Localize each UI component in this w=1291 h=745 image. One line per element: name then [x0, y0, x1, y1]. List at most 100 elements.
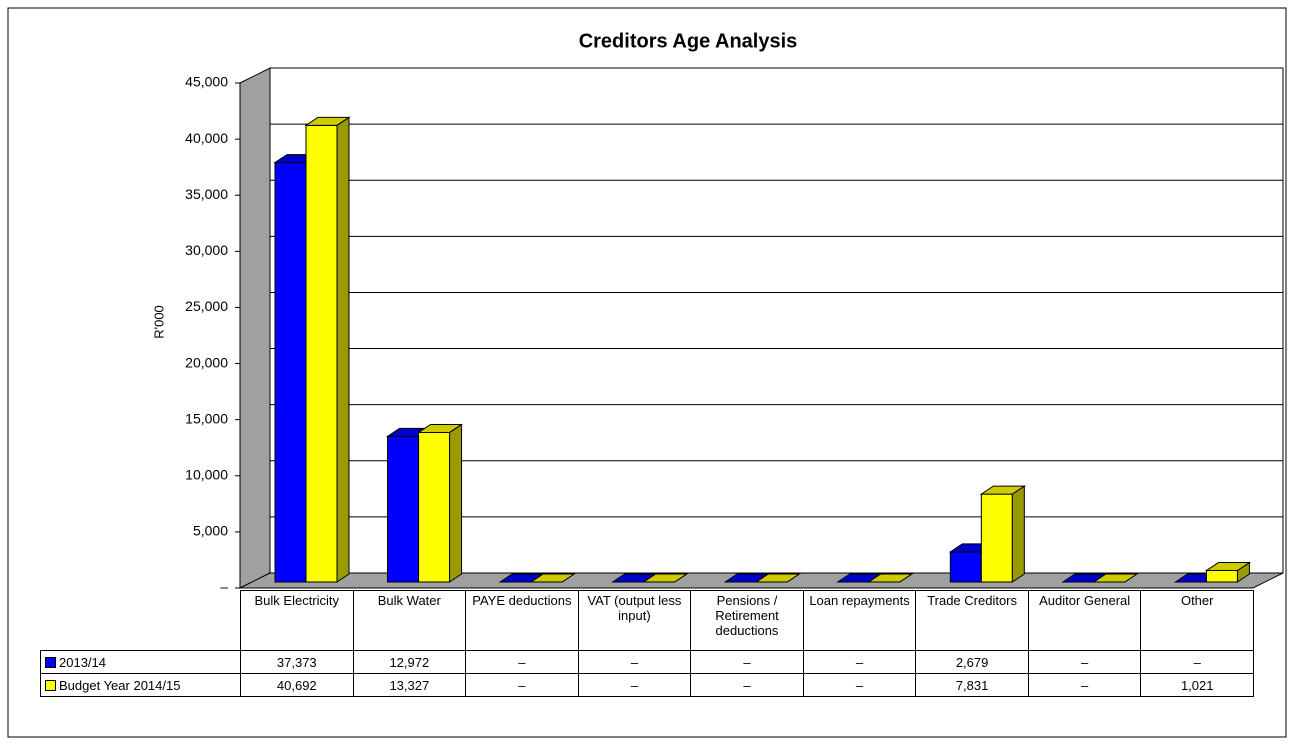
- cell-text: 37,373: [276, 654, 317, 670]
- side-wall: [239, 67, 271, 589]
- bar-top: [867, 573, 914, 583]
- y-tick-label: 45,000: [185, 74, 228, 90]
- bar-front: [305, 124, 338, 583]
- cell-text: –: [518, 654, 526, 670]
- table-header-cell: Trade Creditors: [915, 590, 1029, 651]
- table-value-cell: –: [690, 650, 804, 674]
- table-value-cell: –: [465, 673, 579, 697]
- bar-top: [1092, 573, 1139, 583]
- table-header-cell: PAYE deductions: [465, 590, 579, 651]
- cell-text: –: [743, 677, 751, 693]
- table-header-cell: Bulk Electricity: [240, 590, 354, 651]
- legend-entry: Budget Year 2014/15: [40, 673, 241, 697]
- cell-text: –: [855, 654, 864, 670]
- table-value-cell: 1,021: [1140, 673, 1254, 697]
- bar-top: [529, 573, 576, 583]
- y-axis-title: R'000: [151, 305, 166, 339]
- bar-top: [642, 573, 689, 583]
- legend-entry: 2013/14: [40, 650, 241, 674]
- cell-text: Bulk Water: [377, 593, 441, 608]
- legend-label: 2013/14: [59, 654, 106, 670]
- table-header-cell: Loan repayments: [802, 590, 917, 651]
- table-header-cell: Auditor General: [1027, 590, 1142, 651]
- chart-frame: [7, 7, 1287, 738]
- cell-text: –: [1081, 654, 1089, 670]
- cell-text: Other: [1180, 593, 1214, 608]
- table-value-cell: 7,831: [915, 673, 1029, 697]
- bar-top: [416, 423, 464, 433]
- chart-title: Creditors Age Analysis: [579, 30, 798, 52]
- table-value-cell: –: [577, 650, 692, 674]
- bar: [304, 116, 351, 583]
- cell-text: 40,692: [276, 677, 317, 693]
- cell-text: Loan repayments: [809, 593, 910, 608]
- cell-text: Pensions / Retirement deductions: [715, 593, 779, 638]
- bar-top: [754, 573, 801, 583]
- cell-text: 7,831: [955, 677, 989, 693]
- bar: [529, 573, 576, 583]
- bar: [1204, 561, 1252, 583]
- cell-text: Auditor General: [1039, 593, 1131, 608]
- bar-front: [418, 431, 451, 583]
- cell-text: –: [518, 677, 526, 693]
- y-tick-label: 40,000: [185, 130, 228, 146]
- cell-text: 2,679: [955, 654, 989, 670]
- cell-text: –: [1081, 677, 1089, 693]
- table-header-cell: Other: [1140, 590, 1254, 651]
- bar-front: [980, 493, 1013, 583]
- cell-text: –: [1193, 654, 1201, 670]
- cell-text: Bulk Electricity: [254, 593, 340, 608]
- bar-front: [387, 435, 420, 583]
- y-tick-label: 5,000: [193, 523, 228, 539]
- y-tick-label: –: [220, 579, 228, 595]
- cell-text: –: [855, 677, 864, 693]
- cell-text: –: [630, 677, 639, 693]
- table-value-cell: –: [1027, 650, 1142, 674]
- y-tick-label: 30,000: [185, 242, 228, 258]
- y-tick-label: 35,000: [185, 186, 228, 202]
- table-value-cell: 40,692: [240, 673, 354, 697]
- cell-text: –: [630, 654, 639, 670]
- legend-key: [45, 656, 56, 668]
- bar-side: [449, 423, 463, 583]
- bar: [754, 573, 801, 583]
- table-value-cell: –: [802, 650, 917, 674]
- cell-text: Trade Creditors: [927, 593, 1018, 608]
- legend-key: [45, 679, 56, 691]
- bar-top: [304, 116, 351, 126]
- bar: [642, 573, 689, 583]
- cell-text: 1,021: [1180, 677, 1214, 693]
- cell-text: 12,972: [389, 654, 430, 670]
- bar-side: [1011, 485, 1025, 583]
- bar-front: [1205, 570, 1238, 583]
- table-value-cell: –: [465, 650, 579, 674]
- table-value-cell: 12,972: [352, 650, 467, 674]
- table-value-cell: 2,679: [915, 650, 1029, 674]
- bar-top: [1204, 562, 1252, 572]
- table-value-cell: –: [1140, 650, 1254, 674]
- table-value-cell: –: [577, 673, 692, 697]
- y-tick-label: 25,000: [185, 298, 228, 314]
- bar-front: [949, 551, 982, 583]
- table-header-cell: VAT (output less input): [577, 590, 692, 651]
- table-header-cell: Bulk Water: [352, 590, 467, 651]
- table-value-cell: 37,373: [240, 650, 354, 674]
- legend-label: Budget Year 2014/15: [59, 677, 181, 693]
- y-tick-label: 10,000: [185, 466, 228, 482]
- table-header-cell: Pensions / Retirement deductions: [690, 590, 804, 651]
- bar: [979, 485, 1026, 583]
- bar-top: [979, 485, 1026, 495]
- bar: [1092, 573, 1139, 583]
- cell-text: –: [743, 654, 751, 670]
- table-value-cell: 13,327: [352, 673, 467, 697]
- cell-text: PAYE deductions: [472, 593, 572, 608]
- cell-text: 13,327: [389, 677, 430, 693]
- y-tick-label: 15,000: [185, 410, 228, 426]
- bar: [416, 423, 464, 583]
- table-value-cell: –: [690, 673, 804, 697]
- bar-front: [274, 162, 307, 583]
- table-value-cell: –: [802, 673, 917, 697]
- bar: [867, 573, 914, 583]
